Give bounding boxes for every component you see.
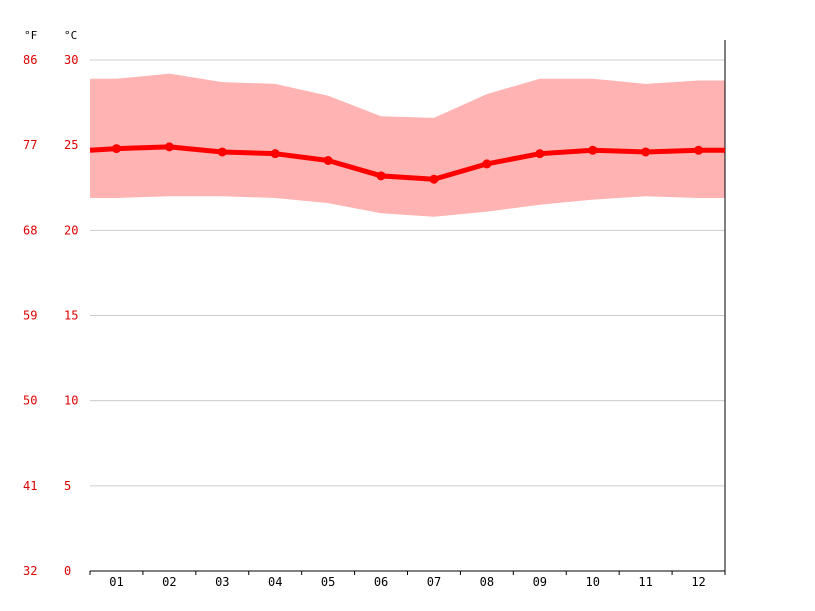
temperature-range-band bbox=[90, 73, 725, 217]
y-tick-label-celsius: 20 bbox=[64, 223, 78, 237]
x-tick-label: 09 bbox=[533, 575, 547, 589]
y-tick-label-fahrenheit: 50 bbox=[23, 394, 37, 408]
x-tick-label: 04 bbox=[268, 575, 282, 589]
x-tick-label: 08 bbox=[480, 575, 494, 589]
y-tick-label-fahrenheit: 59 bbox=[23, 309, 37, 323]
x-tick-label: 07 bbox=[427, 575, 441, 589]
data-point bbox=[217, 147, 227, 157]
x-tick-label: 10 bbox=[585, 575, 599, 589]
y-tick-label-fahrenheit: 77 bbox=[23, 138, 37, 152]
y-tick-label-celsius: 15 bbox=[64, 309, 78, 323]
data-point bbox=[111, 144, 121, 154]
x-tick-label: 11 bbox=[638, 575, 652, 589]
y-tick-label-fahrenheit: 41 bbox=[23, 479, 37, 493]
y-tick-label-celsius: 25 bbox=[64, 138, 78, 152]
x-tick-label: 12 bbox=[691, 575, 705, 589]
y-tick-label-celsius: 10 bbox=[64, 394, 78, 408]
data-point bbox=[270, 149, 280, 159]
y-tick-label-fahrenheit: 68 bbox=[23, 223, 37, 237]
axes bbox=[89, 40, 726, 575]
x-tick-label: 03 bbox=[215, 575, 229, 589]
data-point bbox=[429, 174, 439, 184]
y-tick-label-fahrenheit: 32 bbox=[23, 564, 37, 578]
data-point bbox=[323, 155, 333, 165]
temperature-line bbox=[89, 142, 725, 184]
data-point bbox=[535, 149, 545, 159]
x-tick-label: 01 bbox=[109, 575, 123, 589]
y-tick-label-celsius: 30 bbox=[64, 53, 78, 67]
data-point bbox=[588, 145, 598, 155]
celsius-unit-label: °C bbox=[64, 29, 77, 42]
x-tick-label: 05 bbox=[321, 575, 335, 589]
tick-labels: °F °C 0 32 5 41 10 50 15 59 20 68 25 77 30 86 01 02 03 04… bbox=[23, 29, 706, 589]
data-point bbox=[694, 145, 704, 155]
data-point bbox=[482, 159, 492, 169]
fahrenheit-unit-label: °F bbox=[24, 29, 37, 42]
data-point bbox=[376, 171, 386, 181]
min-max-band bbox=[90, 73, 725, 217]
x-tick-label: 02 bbox=[162, 575, 176, 589]
y-tick-label-fahrenheit: 86 bbox=[23, 53, 37, 67]
y-tick-label-celsius: 5 bbox=[64, 479, 71, 493]
data-point bbox=[641, 147, 651, 157]
data-point bbox=[164, 142, 174, 152]
y-tick-label-celsius: 0 bbox=[64, 564, 71, 578]
series-line bbox=[89, 144, 725, 182]
x-tick-label: 06 bbox=[374, 575, 388, 589]
